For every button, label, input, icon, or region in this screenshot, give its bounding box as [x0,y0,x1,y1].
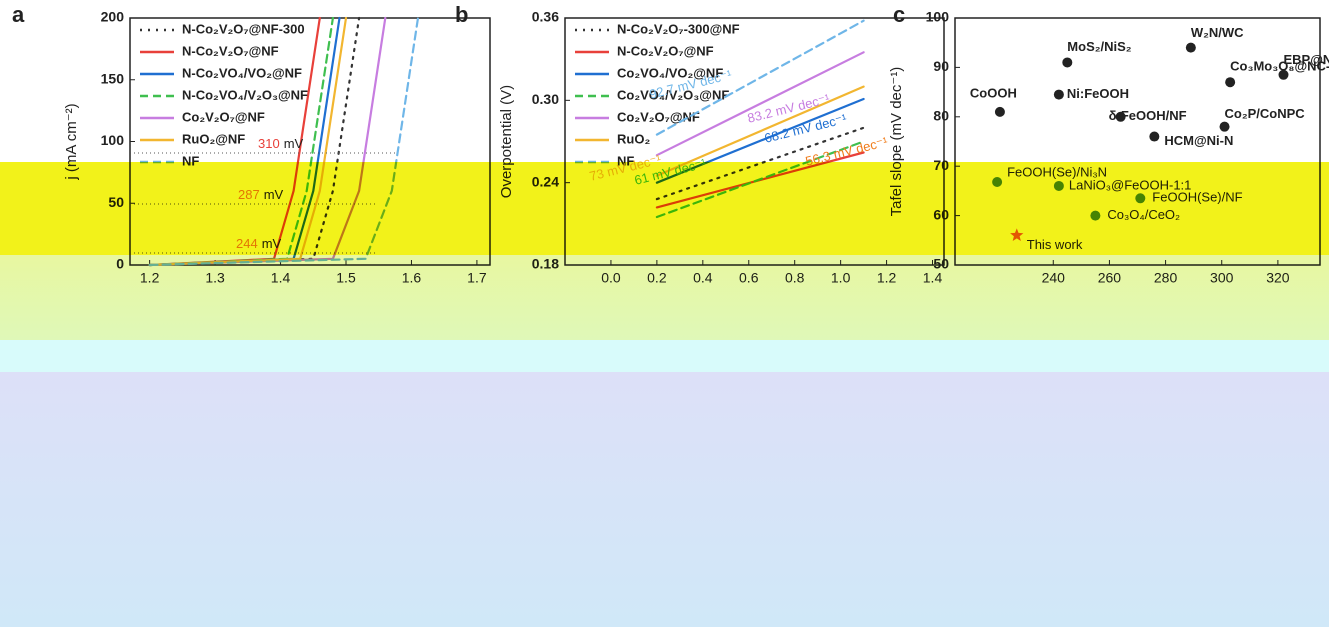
y-tick-label: 70 [933,157,949,173]
point-label: Co₂P/CoNPC [1225,106,1306,121]
y-tick-label: 0.18 [532,256,559,272]
y-axis-title: Tafel slope (mV dec⁻¹) [888,67,905,217]
x-tick-label: 1.2 [140,270,160,286]
point [1220,122,1230,132]
y-tick-label: 50 [933,256,949,272]
point-label: EBP@NG (1:8) [1284,52,1329,67]
x-tick-label: 1.0 [831,270,851,286]
x-tick-label: 1.2 [877,270,897,286]
point-label: FeOOH(Se)/NF [1152,190,1242,205]
point [1054,181,1064,191]
y-tick-label: 50 [108,194,124,210]
annotation-value: 244 [236,236,258,251]
x-tick-label: 0.2 [647,270,667,286]
y-tick-label: 80 [933,108,949,124]
legend-label: N-Co₂V₂O₇-300@NF [617,21,740,36]
point-label: Ni:FeOOH [1067,86,1129,101]
y-tick-label: 60 [933,206,949,222]
point-label: δ-FeOOH/NF [1109,108,1187,123]
point-label: This work [1027,237,1083,252]
annotation-unit: mV [262,236,282,251]
point [1054,90,1064,100]
annotation-value: 56.3 mV dec⁻¹ [804,134,890,169]
annotation-value: 287 [238,187,260,202]
annotation: 56.3 mV dec⁻¹ [804,134,890,169]
annotation-unit: mV [264,187,284,202]
x-tick-label: 1.4 [271,270,291,286]
annotation: 287 mV [238,187,284,202]
legend-label: RuO₂ [617,131,650,146]
x-tick-label: 0.6 [739,270,759,286]
x-tick-label: 0.4 [693,270,713,286]
y-tick-label: 150 [101,70,125,86]
annotation: 310 mV [258,136,304,151]
annotation: 244 mV [236,236,282,251]
y-tick-label: 0.30 [532,91,559,107]
annotation-unit: mV [284,136,304,151]
legend-label: N-Co₂V₂O₇@NF [617,43,714,58]
point-label: CoOOH [970,85,1017,100]
legend-label: RuO₂@NF [182,131,245,146]
point [995,107,1005,117]
chart: a j (mA cm⁻²) 0 50 100 150 200 1.2 1.3 1.4 1.5 1.6 1… [0,0,1329,627]
x-tick-label: 280 [1154,270,1178,286]
point-label: Co₃O₄/CeO₂ [1107,207,1180,222]
plot-frame [955,18,1320,265]
y-axis-title: j (mA cm⁻²) [63,103,80,180]
point [1149,132,1159,142]
point [1279,70,1289,80]
panel-label: c [893,2,905,27]
y-tick-label: 100 [926,9,950,25]
point-label: HCM@Ni-N [1164,133,1233,148]
legend-label: Co₂V₂O₇@NF [182,109,265,124]
x-tick-label: 240 [1042,270,1066,286]
x-tick-label: 260 [1098,270,1122,286]
y-tick-label: 0.24 [532,173,559,189]
point [1090,211,1100,221]
point [1135,193,1145,203]
legend-label: N-Co₂V₂O₇@NF-300 [182,21,305,36]
x-tick-label: 1.6 [402,270,422,286]
x-tick-label: 320 [1266,270,1290,286]
point [1225,77,1235,87]
legend-label: N-Co₂VO₄/VO₂@NF [182,65,302,80]
x-tick-label: 300 [1210,270,1234,286]
legend-label: N-Co₂VO₄/V₂O₃@NF [182,87,308,102]
point-label: MoS₂/NiS₂ [1067,39,1132,54]
point [1062,57,1072,67]
annotation-value: 310 [258,136,280,151]
y-tick-label: 100 [101,132,125,148]
y-tick-label: 0.36 [532,9,559,25]
x-tick-label: 0.0 [601,270,621,286]
x-tick-label: 1.4 [923,270,943,286]
point-star [1010,228,1023,241]
point [1186,43,1196,53]
point [992,177,1002,187]
legend-label: NF [182,153,199,168]
legend-label: N-Co₂V₂O₇@NF [182,43,279,58]
y-tick-label: 0 [116,256,124,272]
point-label: W₂N/WC [1191,25,1244,40]
x-tick-label: 1.3 [205,270,225,286]
x-tick-label: 0.8 [785,270,805,286]
y-tick-label: 90 [933,58,949,74]
y-axis-title: Overpotential (V) [498,85,515,198]
panel-label: b [455,2,468,27]
x-tick-label: 1.7 [467,270,487,286]
figure: a j (mA cm⁻²) 0 50 100 150 200 1.2 1.3 1.4 1.5 1.6 1… [0,0,1329,627]
panel-label: a [12,2,25,27]
legend-label: Co₂V₂O₇@NF [617,109,700,124]
y-tick-label: 200 [101,9,125,25]
x-tick-label: 1.5 [336,270,356,286]
